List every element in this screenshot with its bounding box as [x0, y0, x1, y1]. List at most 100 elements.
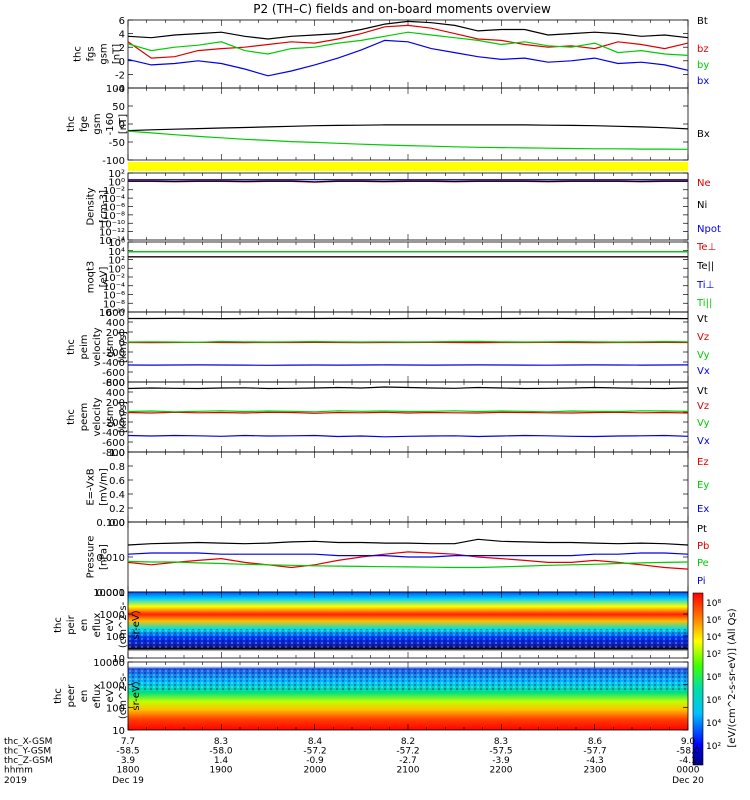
y-tick-label: -50	[109, 138, 125, 149]
y-tick-label: 400	[106, 388, 125, 399]
colorbar-tick-label: 10²	[706, 742, 721, 752]
colorbar: 10⁸ 10⁶ 10⁴ 10² 10⁸ 10⁶ 10⁴ 10² [eV/(cm^2-s-sr-…	[692, 592, 738, 766]
y-tick-label: 10²	[108, 169, 125, 180]
x-row-value: 9.0	[681, 737, 696, 747]
y-axis-label: velocity	[92, 327, 103, 366]
y-tick-label: -400	[102, 428, 125, 439]
x-row-value: -2.7	[399, 756, 417, 766]
legend-bz: bz	[697, 44, 709, 55]
x-row-value: 1800	[117, 766, 140, 776]
y-tick-label: 0	[119, 338, 125, 349]
y-tick-label: 10⁻⁸	[103, 211, 125, 222]
legend-Pb: Pb	[697, 541, 709, 552]
legend-Vz: Vz	[697, 401, 709, 412]
series-line-Pt	[127, 538, 689, 546]
y-axis-label: [nT]	[112, 44, 123, 64]
y-tick-label: 10000	[93, 658, 125, 669]
chart-title: P2 (TH–C) fields and on-board moments ov…	[253, 2, 551, 16]
legend-Pe: Pe	[697, 558, 709, 569]
x-row-label: thc_Z-GSM	[4, 756, 53, 766]
y-axis-label: [mV/m]	[99, 468, 110, 506]
x-row-value: 8.3	[494, 737, 508, 747]
yellow-band	[128, 162, 688, 171]
y-axis-label: en	[79, 690, 90, 703]
series-line-Ni	[128, 180, 688, 183]
y-axis-label: eflux	[92, 684, 103, 709]
legend-bx: bx	[697, 76, 709, 87]
y-tick-label: 100	[106, 84, 125, 95]
legend-Vy: Vy	[697, 350, 710, 361]
y-tick-label: 100	[106, 632, 125, 643]
x-row-value: -0.9	[306, 756, 324, 766]
panel-frame	[127, 172, 689, 241]
legend-Te: Te⊥	[696, 242, 716, 253]
x-row-value: -4.3	[586, 756, 604, 766]
legend-Vz: Vz	[697, 332, 709, 343]
x-row-value: 2100	[397, 766, 420, 776]
x-row-label: thc_Y-GSM	[4, 747, 51, 757]
x-row-value: 1900	[210, 766, 233, 776]
series-line-Pe	[127, 560, 689, 569]
y-axis-label: eflux	[92, 613, 103, 638]
legend-Vt: Vt	[697, 386, 708, 397]
y-axis-label: peir	[66, 614, 77, 634]
series-line-Vz	[127, 411, 689, 414]
y-axis-label: -160	[105, 113, 116, 136]
y-tick-label: 10⁻²	[103, 186, 125, 197]
spectrogram-texture	[128, 628, 688, 649]
y-tick-label: 10⁶	[108, 238, 125, 249]
colorbar-gradient	[692, 592, 704, 766]
colorbar-tick-label: 10⁶	[706, 696, 721, 706]
y-tick-label: 10²	[108, 256, 125, 267]
legend-Pi: Pi	[697, 576, 706, 587]
y-tick-label: 0.0	[109, 518, 125, 529]
y-tick-label: 0.6	[109, 476, 125, 487]
y-tick-label: 400	[106, 318, 125, 329]
legend-Vx: Vx	[697, 436, 710, 447]
x-row-value: 2200	[490, 766, 513, 776]
series-line-Vy	[127, 410, 689, 413]
y-tick-label: 10⁰	[108, 264, 125, 275]
y-tick-label: 0.4	[109, 490, 125, 501]
panel-9: 10000 1000 100 10 thc peir en eflux eV (cm^2-s-sr…	[53, 588, 689, 665]
y-tick-label: -200	[102, 418, 125, 429]
y-axis-label: fge	[79, 116, 90, 132]
legend-Ni: Ni	[697, 200, 707, 211]
y-tick-label: -4	[115, 84, 125, 95]
y-tick-label: -800	[102, 448, 125, 459]
y-tick-label: 600	[106, 308, 125, 319]
y-tick-label: 200	[106, 398, 125, 409]
y-axis-label: gsm	[92, 113, 103, 134]
y-tick-label: 10⁻⁸	[103, 299, 125, 310]
series-line-unnamed	[127, 130, 689, 150]
y-tick-label: 100	[106, 703, 125, 714]
y-axis-label: [cm-3]	[99, 190, 110, 223]
series-line-Pb	[127, 551, 689, 570]
panel-10: 10000 1000 100 10 thc peer en eflux eV (cm^2-s-sr…	[53, 658, 689, 737]
panel-frame	[127, 451, 689, 523]
y-tick-label: -400	[102, 358, 125, 369]
y-tick-label: 50	[112, 102, 125, 113]
y-axis-label: thc	[66, 409, 77, 425]
x-row-value: 8.3	[214, 737, 228, 747]
x-row-value: -57.7	[583, 747, 606, 757]
y-tick-label: 10⁻¹⁰	[99, 219, 125, 230]
panel-1: 6 4 2 0 -2 -4 thc fgs gsm [nT] Bt bz by bx	[73, 16, 710, 95]
legend-Ti: Ti||	[696, 298, 712, 309]
year-label: 2019	[4, 776, 27, 786]
y-tick-label: 10⁻⁶	[103, 203, 125, 214]
y-tick-label: 10⁰	[108, 177, 125, 188]
y-tick-label: 10⁻⁶	[103, 291, 125, 302]
legend-Bx: Bx	[697, 129, 710, 140]
y-axis-label: moqt3	[86, 261, 97, 294]
x-row-value: 3.9	[121, 756, 136, 766]
x-row-value: 2000	[304, 766, 327, 776]
panel-2: 100 50 0 -50 -100 thc fge gsm -160 [nT] Bx	[66, 84, 710, 167]
y-axis-label: thc	[66, 339, 77, 355]
y-axis-label: gsm	[105, 336, 116, 357]
y-tick-label: 10⁻⁴	[103, 194, 125, 205]
spectrogram-texture	[128, 668, 688, 691]
x-row-value: 8.6	[588, 737, 603, 747]
y-axis-label: velocity	[92, 397, 103, 436]
